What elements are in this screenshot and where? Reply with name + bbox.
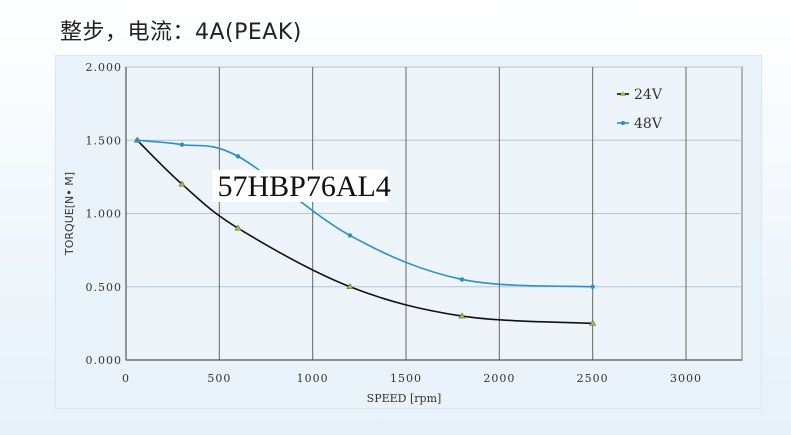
data-point-24V — [178, 180, 186, 187]
x-tick-label: 3000 — [670, 372, 702, 385]
model-annotation: 57HBP76AL4 — [217, 170, 390, 203]
x-tick-label: 0 — [122, 372, 130, 385]
annotation-box — [212, 169, 388, 202]
data-point-48V — [235, 154, 241, 159]
data-point-24V — [458, 312, 466, 319]
x-tick-label: 2000 — [483, 372, 515, 385]
legend-marker-24V — [620, 91, 626, 96]
legend-label-48V: 48V — [634, 116, 663, 132]
x-tick-label: 1000 — [297, 372, 329, 385]
y-tick-label: 1.000 — [86, 208, 123, 221]
y-tick-label: 0.000 — [86, 354, 123, 367]
x-tick-label: 500 — [207, 372, 231, 385]
y-tick-label: 0.500 — [86, 281, 123, 294]
y-tick-label: 2.000 — [86, 61, 123, 74]
x-tick-label: 2500 — [577, 372, 609, 385]
data-point-48V — [135, 138, 140, 143]
y-axis-label: TORQUE[N• M] — [63, 172, 76, 256]
chart-title: 整步，电流：4A(PEAK) — [60, 20, 302, 45]
y-tick-label: 1.500 — [86, 134, 123, 147]
data-point-24V — [346, 283, 354, 290]
legend-label-24V: 24V — [634, 87, 663, 103]
x-tick-label: 1500 — [390, 372, 422, 385]
data-point-48V — [590, 284, 595, 289]
data-point-48V — [347, 233, 353, 238]
x-axis-label: SPEED [rpm] — [367, 392, 442, 405]
legend-marker-48V — [621, 121, 625, 125]
data-point-24V — [589, 319, 597, 326]
data-point-24V — [234, 224, 242, 231]
data-point-48V — [459, 277, 465, 282]
data-point-48V — [179, 142, 185, 147]
